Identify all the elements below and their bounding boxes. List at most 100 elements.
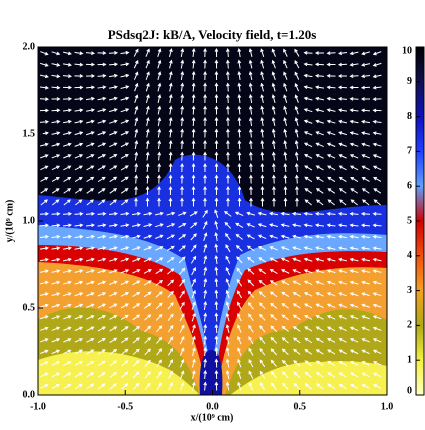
velocity-arrow xyxy=(338,292,347,297)
velocity-arrow xyxy=(51,326,61,331)
velocity-arrow xyxy=(326,257,336,262)
velocity-arrow xyxy=(180,71,185,81)
velocity-arrow xyxy=(361,257,371,262)
velocity-arrow xyxy=(269,291,278,298)
colorbar-tick-label: 9 xyxy=(407,76,412,87)
velocity-arrow xyxy=(326,154,336,159)
velocity-arrow xyxy=(315,337,324,343)
velocity-arrow xyxy=(74,257,84,262)
velocity-arrow xyxy=(180,174,184,184)
velocity-arrow xyxy=(74,108,84,113)
velocity-arrow xyxy=(326,108,336,112)
velocity-arrow xyxy=(338,165,347,171)
velocity-arrow xyxy=(74,188,83,194)
velocity-arrow xyxy=(180,128,185,138)
velocity-arrow xyxy=(39,85,49,90)
velocity-arrow xyxy=(134,82,139,92)
velocity-arrow xyxy=(349,74,359,78)
velocity-arrow xyxy=(63,199,71,206)
velocity-arrow xyxy=(145,82,150,92)
velocity-arrow xyxy=(214,266,219,276)
velocity-arrow xyxy=(40,349,49,354)
velocity-arrow xyxy=(225,278,230,287)
velocity-arrow xyxy=(85,96,95,101)
velocity-arrow xyxy=(259,359,266,368)
velocity-arrow xyxy=(259,382,265,391)
velocity-arrow xyxy=(281,325,289,332)
velocity-arrow xyxy=(97,337,106,343)
velocity-arrow xyxy=(192,358,196,368)
velocity-arrow xyxy=(40,372,49,378)
velocity-arrow xyxy=(294,71,300,80)
velocity-arrow xyxy=(271,140,276,150)
velocity-arrow xyxy=(97,188,106,194)
velocity-arrow xyxy=(225,255,231,264)
velocity-arrow xyxy=(62,119,72,124)
velocity-arrow xyxy=(237,301,242,310)
velocity-arrow xyxy=(85,234,95,239)
velocity-arrow xyxy=(108,51,119,55)
velocity-arrow xyxy=(225,266,231,276)
velocity-arrow xyxy=(259,325,266,333)
velocity-arrow xyxy=(180,381,185,391)
velocity-arrow xyxy=(51,131,61,135)
velocity-arrow xyxy=(97,85,107,90)
velocity-arrow xyxy=(271,162,276,173)
velocity-arrow xyxy=(156,382,162,391)
velocity-arrow xyxy=(338,326,347,332)
velocity-arrow xyxy=(294,94,299,103)
velocity-arrow xyxy=(39,119,50,124)
colorbar-tick-label: 0 xyxy=(407,385,412,396)
velocity-arrow xyxy=(132,234,141,239)
velocity-arrow xyxy=(214,220,218,230)
velocity-arrow xyxy=(281,348,289,356)
velocity-arrow xyxy=(260,128,265,138)
velocity-arrow xyxy=(372,142,382,147)
velocity-arrow xyxy=(203,139,207,150)
velocity-arrow xyxy=(120,50,130,55)
velocity-arrow xyxy=(191,301,196,310)
velocity-arrow xyxy=(283,48,288,57)
velocity-arrow xyxy=(237,197,242,207)
colorbar-tick-label: 2 xyxy=(407,320,412,331)
velocity-arrow xyxy=(372,212,382,216)
velocity-arrow xyxy=(294,48,300,57)
velocity-arrow xyxy=(237,185,242,196)
velocity-arrow xyxy=(191,185,196,196)
velocity-arrow xyxy=(372,257,382,262)
velocity-arrow xyxy=(74,176,83,182)
velocity-arrow xyxy=(214,323,219,334)
velocity-arrow xyxy=(155,291,163,298)
velocity-arrow xyxy=(120,314,129,321)
velocity-arrow xyxy=(337,211,348,216)
velocity-arrow xyxy=(51,303,61,308)
velocity-arrow xyxy=(120,292,129,297)
velocity-arrow xyxy=(292,211,302,216)
velocity-arrow xyxy=(237,105,242,115)
velocity-arrow xyxy=(293,348,301,355)
velocity-arrow xyxy=(145,71,150,80)
velocity-arrow xyxy=(304,199,312,206)
velocity-arrow xyxy=(281,314,289,321)
velocity-arrow xyxy=(361,315,370,320)
velocity-arrow xyxy=(337,96,348,101)
velocity-arrow xyxy=(51,97,61,101)
velocity-arrow xyxy=(283,82,288,92)
velocity-arrow xyxy=(167,347,174,356)
velocity-arrow xyxy=(39,74,49,79)
velocity-arrow xyxy=(167,313,174,321)
velocity-arrow xyxy=(361,74,371,79)
velocity-arrow xyxy=(74,269,84,274)
velocity-arrow xyxy=(338,372,347,378)
velocity-arrow xyxy=(237,174,242,184)
velocity-arrow xyxy=(51,269,61,273)
velocity-arrow xyxy=(282,382,289,390)
velocity-arrow xyxy=(62,269,72,273)
velocity-arrow xyxy=(236,267,243,275)
velocity-arrow xyxy=(272,174,276,184)
velocity-arrow xyxy=(214,312,219,322)
velocity-arrow xyxy=(157,59,162,69)
velocity-arrow xyxy=(168,162,173,173)
velocity-arrow xyxy=(121,371,129,379)
velocity-arrow xyxy=(260,82,264,92)
